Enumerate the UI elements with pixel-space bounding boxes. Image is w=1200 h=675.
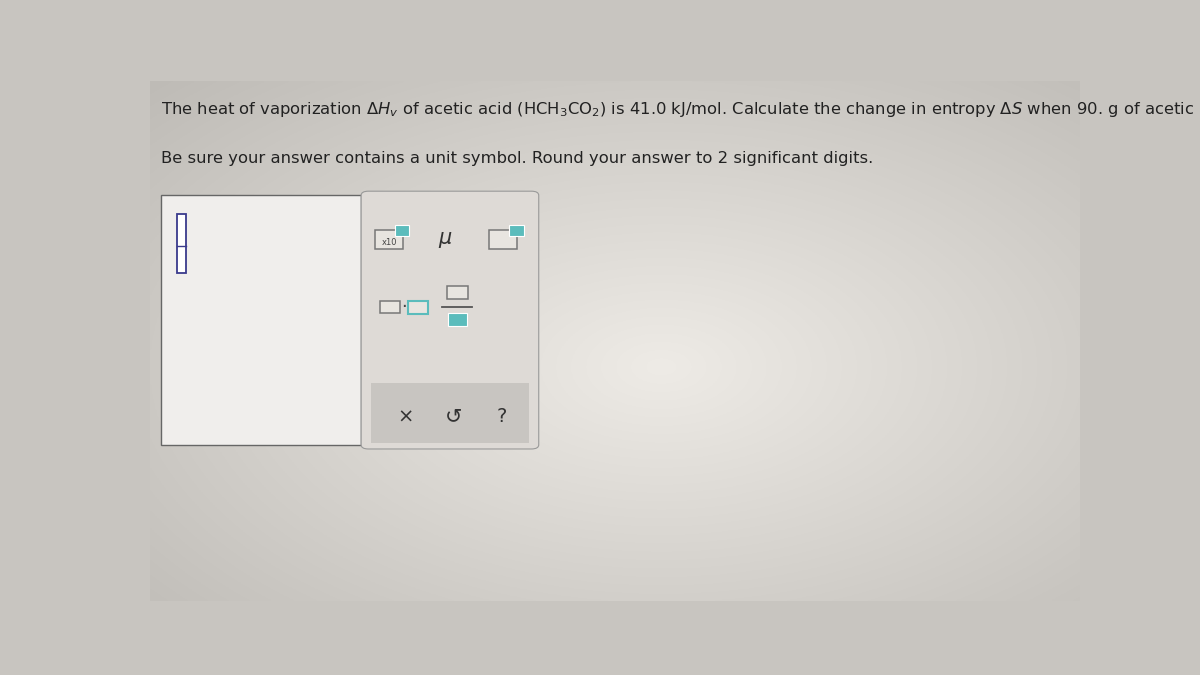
FancyBboxPatch shape xyxy=(448,286,468,299)
FancyBboxPatch shape xyxy=(371,383,528,443)
Text: $\mu$: $\mu$ xyxy=(438,230,452,250)
FancyBboxPatch shape xyxy=(408,300,428,314)
Text: The heat of vaporization $\Delta H_v$ of acetic acid $\left(\mathrm{HCH_3CO_2}\r: The heat of vaporization $\Delta H_v$ of… xyxy=(161,99,1200,119)
Text: ·: · xyxy=(401,298,407,316)
Text: ↺: ↺ xyxy=(444,406,462,426)
FancyBboxPatch shape xyxy=(379,301,400,313)
FancyBboxPatch shape xyxy=(361,191,539,449)
FancyBboxPatch shape xyxy=(395,225,409,236)
FancyBboxPatch shape xyxy=(161,195,361,445)
FancyBboxPatch shape xyxy=(176,213,186,273)
Text: $\times$: $\times$ xyxy=(396,406,412,426)
Text: Be sure your answer contains a unit symbol. Round your answer to 2 significant d: Be sure your answer contains a unit symb… xyxy=(161,151,874,166)
FancyBboxPatch shape xyxy=(448,313,467,326)
Text: x10: x10 xyxy=(382,238,397,246)
FancyBboxPatch shape xyxy=(509,225,524,236)
FancyBboxPatch shape xyxy=(376,230,403,249)
FancyBboxPatch shape xyxy=(490,230,517,249)
Text: ?: ? xyxy=(497,406,508,426)
